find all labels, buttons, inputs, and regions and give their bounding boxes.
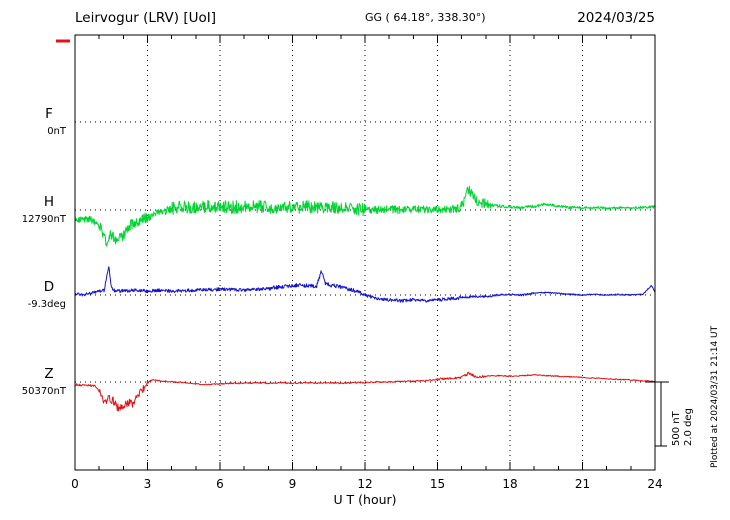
series-baseline-value-F: 0nT [47,126,67,137]
trace-layer [75,185,655,412]
x-tick-label: 6 [216,477,224,491]
station-coordinates: GG ( 64.18°, 338.30°) [365,11,486,24]
x-tick-label: 3 [144,477,152,491]
x-axis-label: U T (hour) [333,492,396,507]
tick-layer [98,35,632,470]
series-letter-Z: Z [44,366,53,382]
x-tick-label: 15 [430,477,445,491]
page-title: Leirvogur (LRV) [UoI] [75,10,216,26]
x-tick-label: 24 [647,477,662,491]
trace-H [75,185,655,247]
trace-D [75,266,655,303]
scale-label-nt: 500 nT [671,410,682,446]
axis-label-layer: 0 3 6 9 12 15 18 21 24 F 0nT H 12790nT D -9.3deg Z 50370… [22,106,663,491]
scale-label-deg: 2.0 deg [683,408,694,446]
trace-Z [75,371,655,412]
scale-bracket [645,381,669,447]
series-baseline-value-Z: 50370nT [22,386,67,397]
series-baseline-value-H: 12790nT [22,214,67,225]
series-letter-D: D [44,279,54,295]
plot-frame [74,34,656,471]
series-letter-H: H [44,194,54,210]
plot-date: 2024/03/25 [577,10,655,26]
x-tick-label: 21 [575,477,590,491]
grid-layer [75,35,655,470]
series-baseline-value-D: -9.3deg [28,299,66,310]
x-tick-label: 9 [289,477,297,491]
series-letter-F: F [45,106,53,122]
x-tick-label: 18 [502,477,517,491]
plotted-at-note: Plotted at 2024/03/31 21:14 UT [710,325,720,468]
x-tick-label: 0 [71,477,79,491]
x-tick-label: 12 [357,477,372,491]
